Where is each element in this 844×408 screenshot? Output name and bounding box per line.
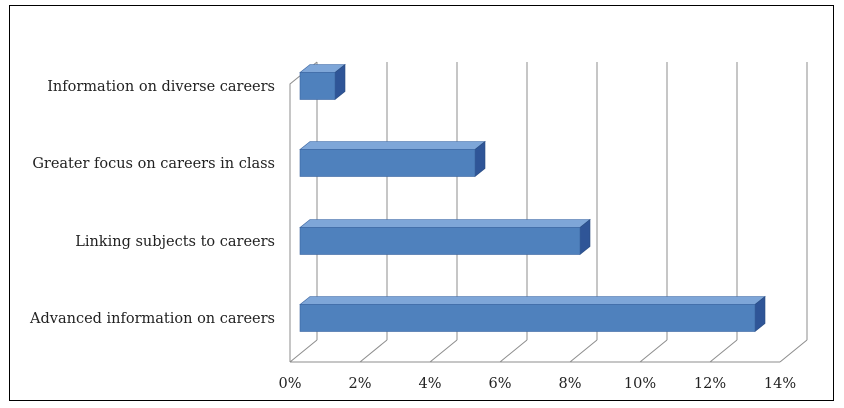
tick-label: 12% <box>694 376 726 392</box>
tick-label: 10% <box>624 376 656 392</box>
tick-label: 0% <box>278 376 301 392</box>
category-label: Linking subjects to careers <box>75 234 275 250</box>
bar <box>299 227 581 255</box>
tick-labels: 0% 2% 4% 6% 8% 10% 12% 14% <box>278 376 796 392</box>
floor-gridline <box>639 339 668 363</box>
category-label: Information on diverse careers <box>47 79 275 95</box>
bars <box>299 63 766 333</box>
floor-gridline <box>359 339 388 363</box>
floor-gridline <box>499 339 528 363</box>
tick-label: 6% <box>488 376 511 392</box>
bar <box>299 304 756 332</box>
category-label: Advanced information on careers <box>29 311 275 327</box>
floor-gridline <box>709 339 738 363</box>
category-labels: Information on diverse careers Greater fo… <box>29 79 275 327</box>
tick-label: 4% <box>418 376 441 392</box>
floor-gridline <box>779 339 808 363</box>
bar <box>299 72 336 100</box>
floor-gridline <box>289 339 318 363</box>
tick-label: 2% <box>348 376 371 392</box>
floor-gridline <box>429 339 458 363</box>
bar-top-face <box>299 141 486 150</box>
bar-top-face <box>299 296 766 305</box>
bar <box>299 149 476 177</box>
bar-top-face <box>299 219 591 228</box>
category-label: Greater focus on careers in class <box>32 156 275 172</box>
tick-label: 8% <box>558 376 581 392</box>
chart-frame <box>9 5 834 401</box>
tick-label: 14% <box>764 376 796 392</box>
floor-gridline <box>569 339 598 363</box>
